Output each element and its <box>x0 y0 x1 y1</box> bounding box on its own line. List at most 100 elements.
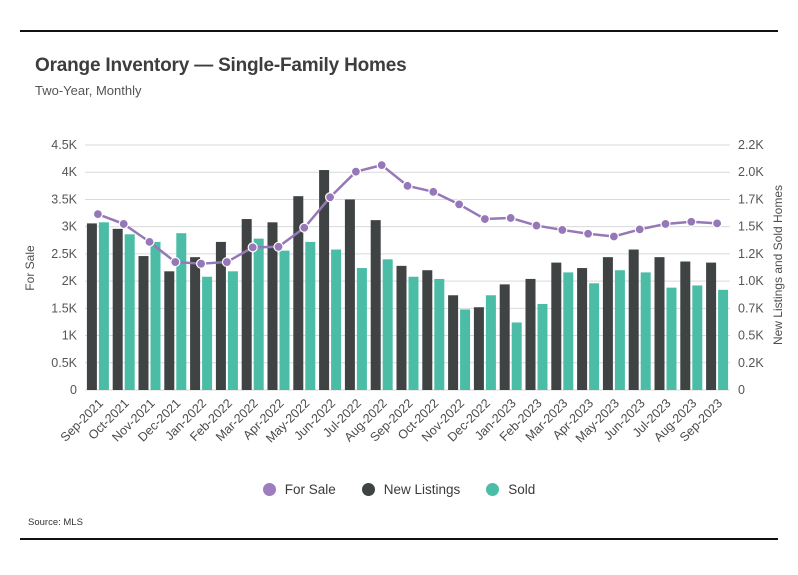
for-sale-point[interactable] <box>686 216 697 227</box>
bar-sold[interactable] <box>666 287 677 390</box>
bar-sold[interactable] <box>176 233 187 390</box>
for-sale-point[interactable] <box>221 256 232 268</box>
bar-sold[interactable] <box>511 322 522 390</box>
for-sale-point[interactable] <box>428 186 439 197</box>
y-axis-tick-label-right: 1.0K <box>738 274 764 288</box>
left-axis-title: For Sale <box>23 245 37 291</box>
bar-sold[interactable] <box>202 276 213 390</box>
bar-new-listings[interactable] <box>138 256 149 390</box>
bar-sold[interactable] <box>640 272 651 390</box>
y-axis-tick-label-right: 0.7K <box>738 301 764 315</box>
bar-new-listings[interactable] <box>319 170 330 390</box>
for-sale-point[interactable] <box>634 224 645 235</box>
bar-new-listings[interactable] <box>370 220 381 390</box>
bar-new-listings[interactable] <box>164 271 175 390</box>
bar-sold[interactable] <box>305 241 316 390</box>
for-sale-point[interactable] <box>376 160 387 171</box>
new-listings-legend-marker-icon <box>361 482 375 496</box>
legend-label: For Sale <box>284 481 336 497</box>
bar-new-listings[interactable] <box>448 295 459 390</box>
for-sale-point[interactable] <box>531 220 542 231</box>
for-sale-point[interactable] <box>350 166 361 177</box>
chart-title: Orange Inventory — Single-Family Homes <box>35 55 407 76</box>
for-sale-point[interactable] <box>144 236 155 248</box>
y-axis-tick-label-left: 2.5K <box>51 247 77 261</box>
bar-new-listings[interactable] <box>86 223 97 390</box>
bar-sold[interactable] <box>614 270 625 390</box>
y-axis-tick-label-left: 0 <box>70 383 77 397</box>
bar-sold[interactable] <box>98 222 109 390</box>
bar-new-listings[interactable] <box>499 284 510 390</box>
for-sale-point[interactable] <box>711 218 723 229</box>
for-sale-point[interactable] <box>557 224 568 236</box>
bar-new-listings[interactable] <box>112 228 123 390</box>
for-sale-point[interactable] <box>118 218 129 230</box>
y-axis-tick-label-left: 4K <box>62 165 78 179</box>
y-axis-tick-label-left: 1K <box>62 329 78 343</box>
bar-new-listings[interactable] <box>344 199 355 390</box>
for-sale-point[interactable] <box>660 218 671 230</box>
bar-new-listings[interactable] <box>190 257 201 390</box>
for-sale-point[interactable] <box>454 199 465 210</box>
bar-new-listings[interactable] <box>551 262 562 390</box>
source-note: Source: MLS <box>28 517 83 528</box>
bar-new-listings[interactable] <box>422 270 433 390</box>
bar-new-listings[interactable] <box>602 257 613 390</box>
legend-item-sold[interactable]: Sold <box>486 482 535 497</box>
bar-sold[interactable] <box>692 285 703 390</box>
legend-item-new-listings[interactable]: New Listings <box>361 481 461 497</box>
for-sale-point[interactable] <box>582 228 594 239</box>
for-sale-point[interactable] <box>505 212 516 224</box>
for-sale-point[interactable] <box>92 209 104 220</box>
bar-sold[interactable] <box>537 303 548 390</box>
for-sale-point[interactable] <box>196 258 207 269</box>
bar-new-listings[interactable] <box>293 196 304 390</box>
bar-new-listings[interactable] <box>241 219 252 390</box>
bar-sold[interactable] <box>331 249 342 390</box>
bar-sold[interactable] <box>382 259 393 390</box>
bar-new-listings[interactable] <box>577 268 588 390</box>
sold-legend-marker-icon <box>486 482 500 496</box>
bar-new-listings[interactable] <box>654 257 665 390</box>
bar-new-listings[interactable] <box>473 307 484 390</box>
bar-new-listings[interactable] <box>396 265 407 390</box>
for-sale-point[interactable] <box>247 242 258 253</box>
for-sale-point[interactable] <box>299 222 310 233</box>
for-sale-point[interactable] <box>479 213 490 225</box>
bar-sold[interactable] <box>589 283 600 390</box>
bar-sold[interactable] <box>356 268 367 390</box>
legend-label: New Listings <box>383 481 461 497</box>
bar-new-listings[interactable] <box>706 262 717 390</box>
y-axis-tick-label-right: 0.5K <box>738 329 764 343</box>
bar-sold[interactable] <box>227 271 238 390</box>
bar-sold[interactable] <box>408 276 419 390</box>
y-axis-tick-label-right: 2.2K <box>738 138 764 152</box>
bar-sold[interactable] <box>124 234 135 390</box>
bar-sold[interactable] <box>718 289 729 390</box>
bar-sold[interactable] <box>460 309 471 390</box>
legend-item-for-sale[interactable]: For Sale <box>262 481 336 497</box>
for-sale-line <box>97 163 718 265</box>
y-axis-tick-label-left: 2K <box>62 274 78 288</box>
bar-sold[interactable] <box>563 272 574 390</box>
y-axis-tick-label-left: 3.5K <box>51 192 77 206</box>
bar-new-listings[interactable] <box>267 222 278 390</box>
bar-sold[interactable] <box>150 241 161 390</box>
bar-new-listings[interactable] <box>680 261 691 390</box>
for-sale-point[interactable] <box>608 231 620 242</box>
y-axis-tick-label-right: 2.0K <box>738 165 764 179</box>
for-sale-point[interactable] <box>170 256 181 268</box>
y-axis-tick-label-left: 3K <box>62 220 78 234</box>
for-sale-point[interactable] <box>325 192 336 203</box>
bar-new-listings[interactable] <box>628 249 639 390</box>
for-sale-point[interactable] <box>402 180 413 191</box>
bar-sold[interactable] <box>279 250 290 390</box>
bar-new-listings[interactable] <box>525 278 536 390</box>
bar-sold[interactable] <box>485 295 496 390</box>
bar-sold[interactable] <box>253 238 264 390</box>
y-axis-tick-label-right: 0 <box>738 383 745 397</box>
bar-sold[interactable] <box>434 278 445 390</box>
for-sale-point[interactable] <box>273 241 284 252</box>
bar-new-listings[interactable] <box>215 241 226 390</box>
